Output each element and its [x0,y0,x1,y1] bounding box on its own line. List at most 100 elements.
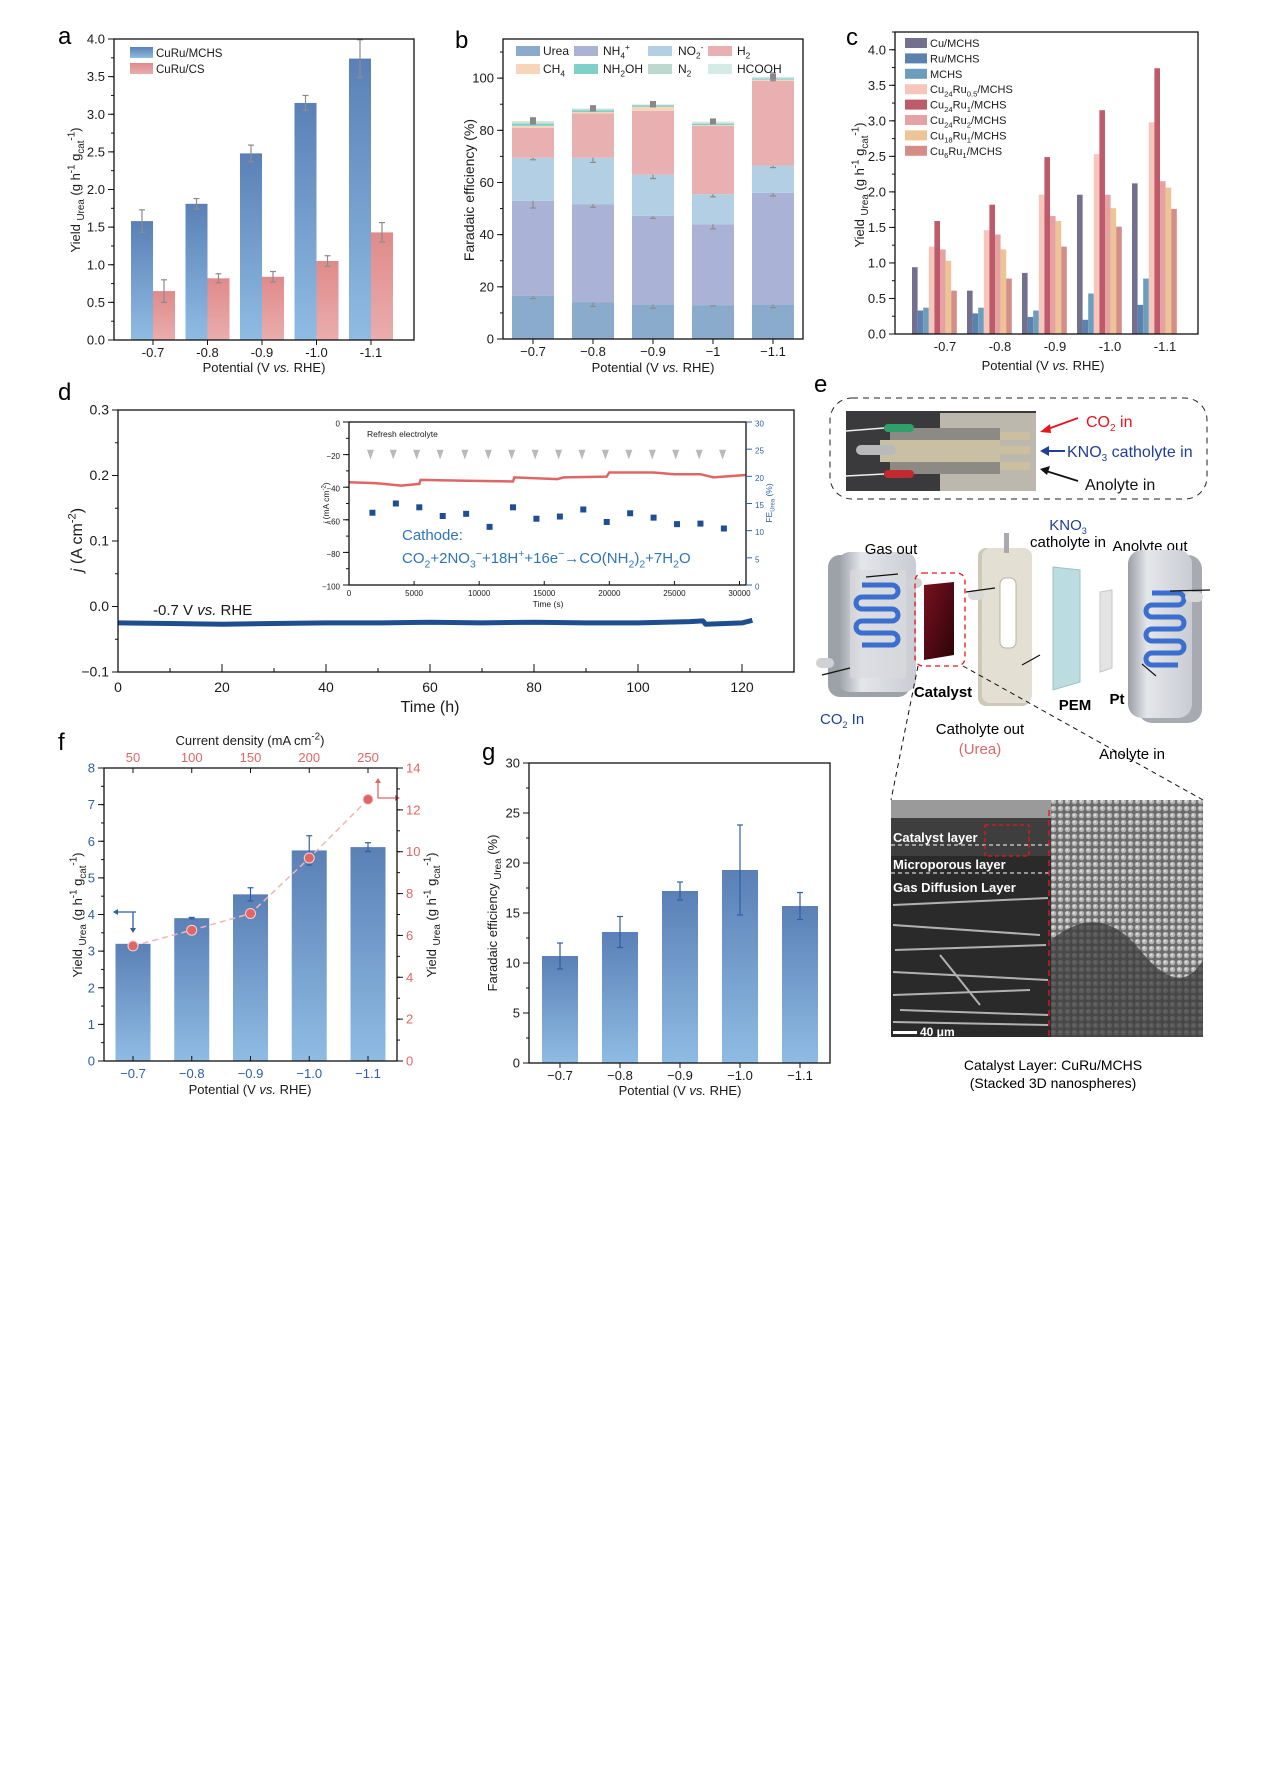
panel-label-d: d [58,379,71,406]
legend-label: Cu6Ru1/MCHS [930,146,1002,160]
stacked-bar-segment [512,123,554,126]
bar [1105,194,1111,334]
x-tick-label: 20 [214,679,230,695]
legend-label-part: CH [543,62,560,76]
plot-frame [894,31,1199,335]
legend-label-part: Ru [953,130,967,142]
cathode-equation-part: ) [634,550,639,567]
y-tick-label: 1.0 [868,255,886,270]
legend-label: N2 [678,62,692,79]
right-y-axis-title-part: cat [432,865,443,878]
y-tick-label: 20 [506,856,520,871]
y-axis-title-part: cat [78,865,89,878]
bar [928,246,935,334]
x-tick-label: 100 [626,679,650,695]
total-marker [650,101,656,108]
legend-label: Ru/MCHS [930,53,980,65]
bar [115,943,151,1061]
refresh-marker-icon [625,449,633,460]
refresh-marker-icon [484,449,492,460]
right-y-axis-title-part: ) [424,852,439,856]
cathode-equation-part: − [476,548,482,560]
bar [350,847,386,1061]
y-tick-label: 5 [88,870,95,885]
legend-label-part: Cu [930,84,944,96]
x-tick-label: 25000 [663,589,686,598]
y-tick-label: 0 [88,1054,95,1069]
y-axis-title-part: (g h [852,168,867,194]
catholyte-chamber-frame [965,533,1041,706]
co2-arrow [1044,417,1079,431]
sem-label-microporous-layer: Microporous layer [893,857,1006,872]
cathode-equation-part: +2NO [430,550,470,567]
y-tick-label: 0.1 [90,533,110,549]
x-tick-label: 30000 [728,589,751,598]
x-axis-title-part: RHE) [276,1082,311,1097]
stacked-bar-segment [692,194,734,225]
legend-label-part: Cu/MCHS [930,38,980,50]
bar [1171,208,1177,334]
right-y-axis-title: Yield Urea (g h-1 gcat-1) [422,852,443,977]
refresh-marker-icon [672,449,680,460]
bar [1093,154,1100,334]
refresh-marker-icon [508,449,516,460]
bar [371,232,393,340]
y-axis-title-part: Faradaic efficiency [485,880,500,992]
legend-swatch [648,46,672,56]
scale-bar [893,1031,917,1034]
panel-f-chart: −0.7 −0.8 −0.9 −1.0 −1.150 100 150 200 250012345… [68,731,443,1097]
bar [1116,226,1122,334]
potential-annotation: -0.7 V vs. RHE [153,602,252,619]
legend-swatch [905,68,927,79]
anolyte-in-photo-label: Anolyte in [1085,477,1155,494]
bar [294,102,317,341]
bar [940,249,946,334]
device-photo [845,411,1036,491]
catalyst-highlight-box [914,572,966,667]
co2-in-cell-label: CO2 In [820,711,864,730]
fe-urea-point [369,509,376,516]
y-tick-label: 2.5 [868,149,886,164]
refresh-marker-icon [695,449,703,460]
bar [602,932,638,1063]
stacked-bar-segment [632,106,674,111]
inset-right-y-axis-title-part: (%) [764,483,774,499]
legend-label: CH4 [543,62,565,79]
bar [1099,110,1105,334]
x-axis-title-part: vs. [273,360,290,375]
bar [1055,221,1062,334]
x-tick-label: -1.0 [1099,339,1121,354]
bar [1088,293,1094,334]
x-axis-title-part: Potential (V [189,1082,260,1097]
legend-label-part: Cu [930,130,944,142]
arrowhead [130,928,136,933]
y-tick-label: 0.0 [90,598,110,614]
y-tick-label: 2 [406,1012,413,1027]
legend-swatch [130,47,153,58]
stacked-bar-segment [752,304,794,339]
legend-label-part: 2 [687,69,692,79]
y-axis-title-part: (A cm [69,523,86,568]
y-tick-label: 0.3 [90,402,110,418]
bar [983,230,990,334]
stacked-bar-segment [752,192,794,305]
x-axis-title-part: Potential (V [203,360,274,375]
x-tick-label: 15000 [533,589,556,598]
fe-urea-point [650,514,657,521]
bar [1160,181,1166,334]
panel-g-chart: −0.7 −0.8 −0.9 −1.0 −1.1 0 5 10 15 20 25 30 Potentia… [485,756,831,1098]
sem-cross-section-image: Catalyst layer Microporous layer Gas Dif… [891,800,1051,1039]
y-tick-label: 1.0 [87,257,105,272]
y-tick-label: 20 [480,279,494,294]
bar [1006,278,1012,334]
refresh-marker-icon [555,449,563,460]
pt-electrode [1099,589,1113,673]
refresh-marker-icon [578,449,586,460]
y-axis-title-part: ) [69,508,86,513]
legend-label: NH4+ [603,42,630,60]
legend-label-part: 6 [944,151,948,160]
yield-vs-current-point [186,924,198,936]
legend-swatch [905,84,927,95]
stacked-bar-segment [632,304,674,339]
